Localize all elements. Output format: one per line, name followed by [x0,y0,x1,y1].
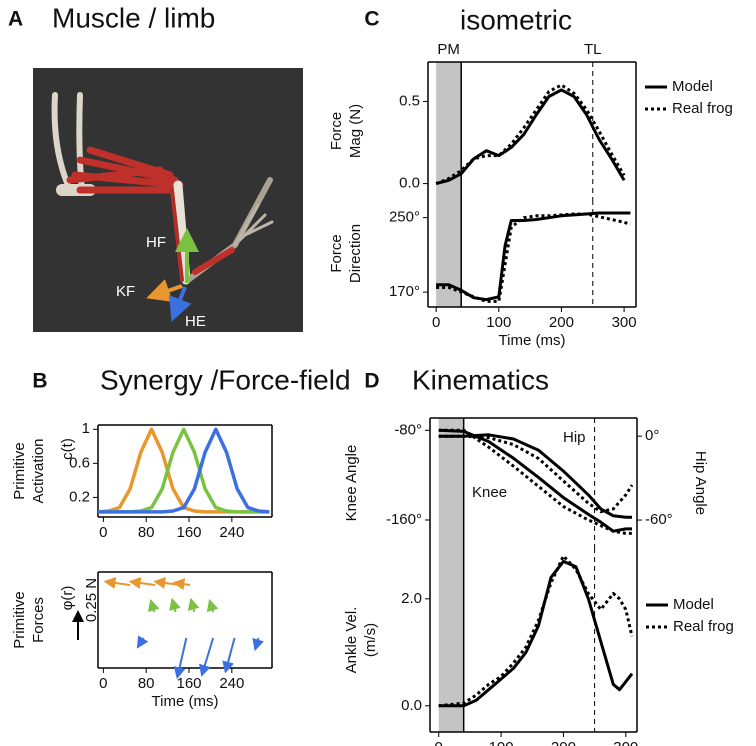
legend-label: Model [673,596,714,613]
panel-title: isometric [460,4,572,35]
x-axis-label: Time (ms) [499,332,566,349]
force-arrow [222,637,236,674]
legend-label: Model [672,78,713,95]
panel-title: Synergy /Force-field [100,364,351,395]
y-tick-label: 1 [82,420,90,437]
limb-label: HE [185,313,206,330]
x-axis-label: Time (ms) [152,693,219,710]
series-line [436,211,631,302]
series-line [438,428,632,535]
force-arrow [206,598,219,613]
shade-region [438,418,464,548]
y-tick-label: 0.0 [401,697,422,714]
series-line [438,559,634,708]
panel-a: A Muscle / limb HF KF HE [8,2,303,332]
x-tick-label: 240 [219,675,244,692]
panel-letter: A [8,8,23,31]
y-tick-label: 0.5 [399,92,420,109]
series-line [98,427,270,514]
x-tick-label: 0 [99,524,107,541]
force-arrow [187,597,200,613]
y-tick-label: -160° [386,511,422,528]
legend-label: Real frog [672,100,733,117]
x-tick-label: 0 [435,739,443,746]
panel-letter: D [364,370,379,393]
y-axis-label: Force [328,112,345,150]
shade-region [438,548,464,732]
he-arrow [169,286,192,322]
y-axis-symbol: c(t) [59,438,76,460]
force-arrow [136,635,149,649]
series-line [435,88,626,186]
y-axis-label: Knee Angle [343,445,360,522]
force-arrow [252,637,264,652]
force-arrow [128,577,156,589]
marker-label: TL [584,41,602,58]
y-tick-label: 0.0 [399,175,420,192]
y-tick-label: 170° [389,283,420,300]
force-arrow [199,637,215,677]
series-line [438,433,632,519]
force-arrow [169,597,181,613]
force-arrow [172,578,191,591]
x-tick-label: 0 [432,314,440,331]
shade-region [436,200,462,307]
x-tick-label: 240 [219,524,244,541]
series-line [438,434,634,514]
y-axis-label: Force [328,234,345,272]
annotation: Hip [563,429,586,446]
limb-label: HF [146,234,166,251]
force-arrow [147,598,160,613]
x-tick-label: 160 [176,675,201,692]
y-axis-label: Forces [30,597,47,643]
limb-label: KF [116,283,135,300]
y-tick-label: 250° [389,209,420,226]
y-axis-label: Primitive [11,591,28,649]
y2-tick-label: -60° [645,511,673,528]
y-axis-label: Primitive [11,442,28,500]
limb-model [51,92,274,285]
y-tick-label: 2.0 [401,590,422,607]
shade-label: PM [437,41,460,58]
panel-letter: C [364,8,379,31]
x-tick-label: 300 [613,739,638,746]
x-tick-label: 80 [138,524,155,541]
force-arrow [173,637,188,680]
y-tick-label: 0.2 [69,488,90,505]
y-axis-label: (m/s) [362,623,379,657]
y-axis-label: Activation [30,438,47,503]
x-tick-label: 200 [549,314,574,331]
x-tick-label: 200 [551,739,576,746]
annotation: Knee [472,484,507,501]
series-line [438,554,634,708]
y-axis-label: Ankle Vel. [343,607,360,674]
y-tick-label: -80° [394,421,422,438]
x-tick-label: 160 [176,524,201,541]
x-tick-label: 100 [489,739,514,746]
y-axis-label: Direction [347,224,364,283]
x-tick-label: 80 [138,675,155,692]
scale-label: 0.25 N [83,578,100,622]
x-tick-label: 300 [612,314,637,331]
y-axis-label: Mag (N) [347,104,364,158]
y2-tick-label: 0° [645,427,659,444]
series-line [435,83,626,185]
legend-label: Real frog [673,618,734,635]
panel-letter: B [32,370,47,393]
kf-arrow [146,279,183,302]
x-tick-label: 0 [99,675,107,692]
y2-axis-label: Hip Angle [692,451,709,515]
panel-title: Kinematics [412,364,549,395]
series-line [436,212,631,303]
x-tick-label: 100 [486,314,511,331]
panel-title: Muscle / limb [52,2,215,33]
series-line [438,428,632,533]
y-tick-label: 0.6 [69,454,90,471]
y-axis-symbol: φ(r) [59,586,76,611]
force-arrow [103,577,131,589]
